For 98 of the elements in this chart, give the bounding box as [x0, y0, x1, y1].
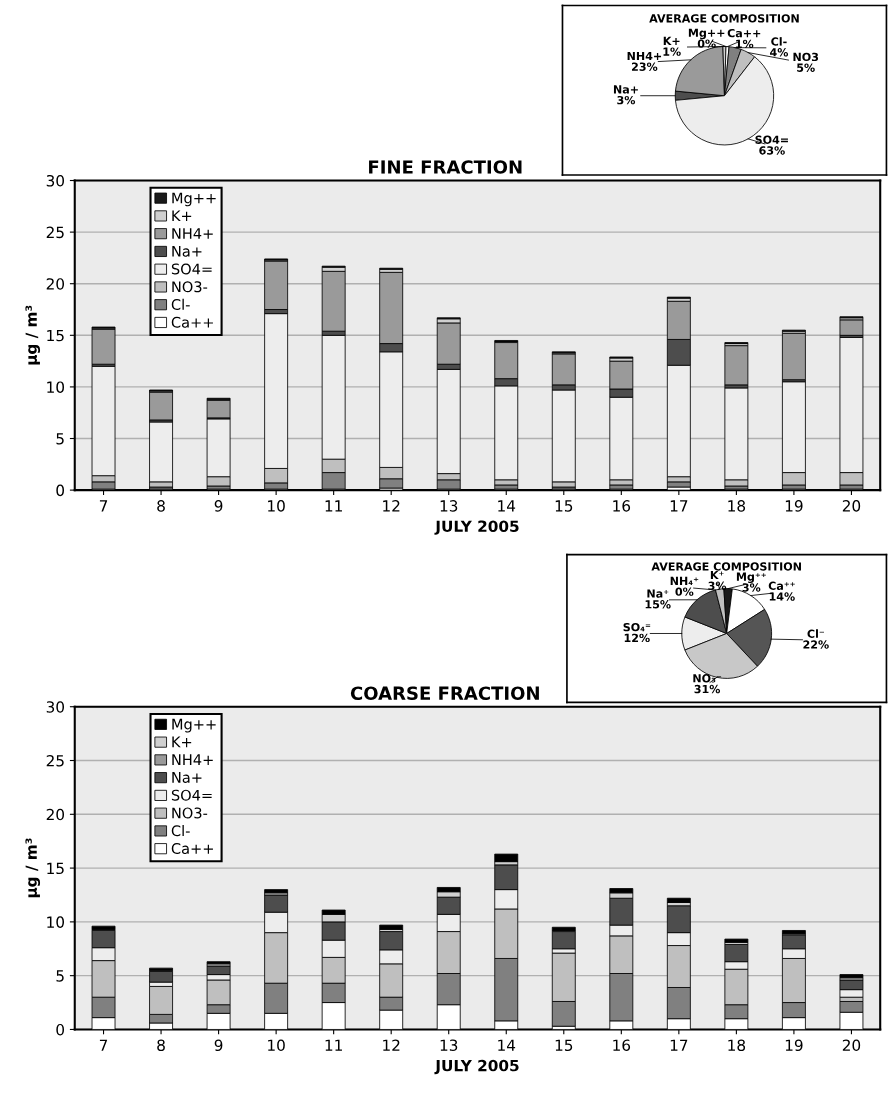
data-label: 12% [624, 633, 650, 643]
x-tick-label: 11 [325, 1039, 342, 1051]
legend-label: Na⁺ [647, 589, 669, 598]
slice-label: SO₄⁼ [623, 622, 651, 632]
slice-label: K⁺ [710, 570, 724, 580]
y-tick-label: 25 [46, 754, 64, 767]
slice-label: Cl- [771, 37, 787, 46]
legend-label: SO4= [171, 263, 212, 275]
legend-label: NO3- [172, 807, 208, 819]
y-tick-label: 10 [47, 916, 65, 928]
x-tick-label: 10 [268, 500, 285, 512]
x-tick-label: 19 [785, 500, 803, 512]
x-tick-label: 12 [383, 1039, 400, 1051]
legend-label: Ca++ [171, 842, 213, 854]
x-tick-label: 15 [555, 1039, 573, 1051]
x-tick-label: 14 [498, 500, 516, 512]
data-label: 22% [803, 640, 829, 649]
chart-title: COARSE FRACTION [350, 686, 539, 701]
data-label: 3% [742, 583, 761, 592]
x-tick-label: 16 [613, 1039, 631, 1051]
x-tick-label: 20 [842, 500, 861, 512]
text: 0% [675, 587, 694, 596]
data-label: 14% [769, 592, 795, 601]
data-label: 15% [645, 600, 671, 609]
legend-label: NO3- [172, 281, 208, 293]
text: 0% [697, 39, 716, 48]
x-tick-label: 8 [157, 500, 165, 512]
x-tick-label: 9 [214, 500, 223, 512]
x-tick-label: 11 [325, 500, 342, 512]
data-label: 1% [736, 39, 754, 49]
x-tick-label: 19 [785, 1039, 803, 1051]
y-tick-label: 15 [47, 862, 64, 875]
x-tick-label: 13 [440, 1039, 458, 1051]
x-tick-label: 8 [157, 1039, 165, 1051]
x-tick-label: 13 [440, 500, 458, 512]
y-tick-label: 25 [46, 226, 64, 239]
legend-label: NH4+ [172, 228, 213, 239]
data-label: 1% [663, 47, 681, 56]
slice-label: NH4+ [627, 51, 662, 60]
data-label: 31% [694, 684, 721, 694]
x-tick-label: 14 [498, 1039, 516, 1051]
data-label: 5% [797, 63, 815, 72]
legend-label: K+ [172, 210, 192, 222]
y-tick-label: 0 [56, 484, 65, 497]
category-label: Mg++ [688, 28, 725, 40]
y-axis-title: µg / m³ [25, 838, 41, 898]
slice-label: Mg⁺⁺ [736, 572, 766, 584]
legend-label: SO4= [171, 789, 212, 801]
slice-label: Ca++ [727, 28, 761, 38]
x-tick-label: 12 [383, 500, 400, 512]
data-label: 4% [770, 48, 789, 57]
slice-label: NO3 [793, 52, 819, 62]
x-tick-label: 17 [670, 500, 688, 512]
data-label: 3% [708, 581, 727, 590]
legend-label: Cl- [171, 298, 190, 311]
y-tick-label: 15 [47, 329, 64, 342]
slice-label: K+ [663, 36, 680, 45]
data-label: 3% [617, 95, 636, 105]
x-tick-label: 20 [842, 1039, 861, 1051]
chart-title: FINE FRACTION [369, 160, 522, 174]
x-tick-label: 7 [99, 1039, 108, 1051]
x-tick-label: 18 [728, 1039, 746, 1051]
chart-title: AVERAGE COMPOSITION [651, 562, 801, 571]
chart-title: AVERAGE COMPOSITION [649, 14, 799, 23]
x-tick-label: 9 [214, 1039, 223, 1051]
y-tick-label: 5 [56, 970, 64, 982]
x-tick-label: 17 [670, 1039, 688, 1051]
y-axis-title: µg / m³ [25, 305, 41, 365]
y-tick-label: 10 [47, 381, 65, 393]
category-label: NH₄⁺ [670, 576, 699, 585]
legend-label: NH4+ [172, 754, 213, 765]
y-tick-label: 5 [56, 433, 64, 445]
legend-label: Mg++ [172, 718, 216, 733]
legend-label: K+ [172, 736, 192, 748]
legend-label: Na+ [172, 245, 202, 257]
x-tick-label: 16 [613, 500, 631, 512]
x-tick-label: 7 [99, 500, 108, 512]
data-label: 63% [759, 146, 785, 155]
y-tick-label: 0 [56, 1023, 65, 1036]
slice-label: Ca⁺⁺ [768, 581, 795, 590]
slice-label: NO₃⁻ [693, 674, 722, 683]
x-tick-label: 15 [555, 500, 573, 512]
legend-label: Mg++ [172, 192, 216, 207]
x-tick-label: 10 [268, 1039, 285, 1051]
slice-label: SO4= [755, 135, 788, 144]
data-label: 23% [631, 62, 658, 71]
x-tick-label: 18 [728, 500, 746, 512]
y-tick-label: 20 [46, 808, 65, 821]
y-tick-label: 30 [46, 174, 65, 187]
legend-label: Cl- [171, 824, 190, 837]
x-axis-title: JULY 2005 [434, 1059, 519, 1075]
x-axis-title: JULY 2005 [434, 520, 519, 535]
slice-label: Na+ [613, 85, 638, 94]
y-tick-label: 20 [46, 278, 65, 290]
legend-label: Na+ [172, 772, 202, 783]
legend-label: Ca++ [171, 316, 213, 328]
slice-label: Cl⁻ [807, 629, 825, 638]
y-tick-label: 30 [46, 701, 65, 713]
